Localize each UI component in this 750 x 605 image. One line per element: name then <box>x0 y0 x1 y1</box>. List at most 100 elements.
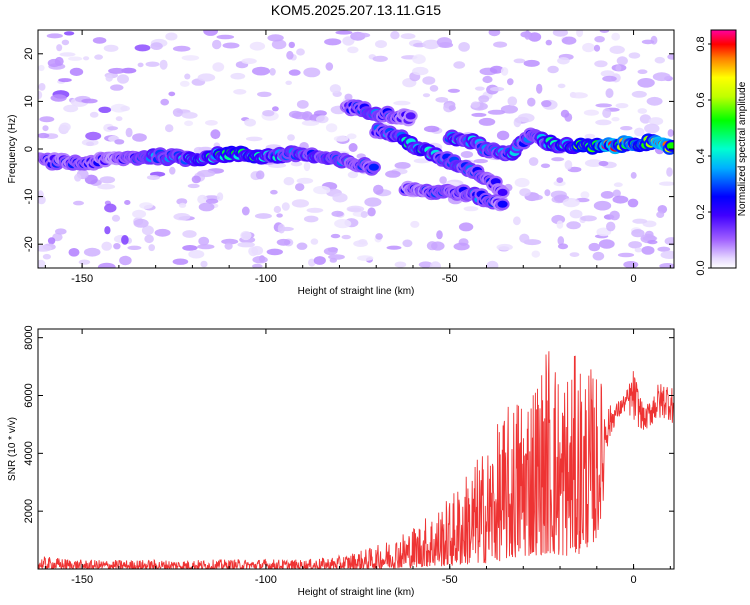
heatmap-noise-cell <box>436 230 443 240</box>
spectrogram-heatmap <box>38 30 674 268</box>
heatmap-noise-cell <box>134 44 151 52</box>
y-tick-label: 2000 <box>23 499 35 523</box>
heatmap-noise-cell <box>513 216 521 226</box>
heatmap-noise-cell <box>557 57 570 65</box>
heatmap-noise-cell <box>659 181 674 186</box>
heatmap-ridge-cell <box>368 163 379 171</box>
heatmap-noise-cell <box>334 219 352 229</box>
heatmap-noise-cell <box>333 135 349 142</box>
heatmap-noise-cell <box>390 31 400 40</box>
heatmap-noise-cell <box>602 108 612 119</box>
heatmap-noise-cell <box>474 86 485 91</box>
heatmap-noise-cell <box>316 115 329 124</box>
heatmap-noise-cell <box>584 133 596 139</box>
y-tick-label: 10 <box>23 95 35 107</box>
heatmap-noise-cell <box>61 39 70 46</box>
heatmap-noise-cell <box>564 160 573 170</box>
heatmap-noise-cell <box>364 197 382 207</box>
heatmap-noise-cell <box>254 213 272 219</box>
heatmap-noise-cell <box>473 159 488 164</box>
heatmap-noise-cell <box>262 110 275 117</box>
heatmap-noise-cell <box>386 245 402 250</box>
heatmap-noise-cell <box>306 207 324 213</box>
heatmap-noise-cell <box>632 218 648 224</box>
heatmap-noise-cell <box>611 32 621 41</box>
heatmap-noise-cell <box>375 40 387 49</box>
heatmap-noise-cell <box>592 251 605 261</box>
heatmap-noise-cell <box>439 176 447 184</box>
heatmap-noise-cell <box>413 158 431 164</box>
heatmap-noise-cell <box>124 200 131 205</box>
heatmap-noise-cell <box>347 46 359 54</box>
heatmap-noise-cell <box>165 32 178 41</box>
heatmap-noise-cell <box>50 94 67 102</box>
heatmap-noise-cell <box>547 65 559 74</box>
heatmap-noise-cell <box>418 261 433 268</box>
heatmap-noise-cell <box>637 69 648 74</box>
heatmap-noise-cell <box>148 244 155 252</box>
heatmap-noise-cell <box>308 258 316 267</box>
heatmap-noise-cell <box>660 250 674 259</box>
colorbar: 0.0 0.2 0.4 0.6 0.8 Normalized spectral ampl… <box>695 29 748 276</box>
colorbar-tick-label: 0.4 <box>695 148 707 163</box>
heatmap-noise-cell <box>241 206 250 216</box>
heatmap-noise-cell <box>613 182 623 187</box>
heatmap-noise-cell <box>615 103 629 109</box>
heatmap-noise-cell <box>198 236 210 246</box>
heatmap-noise-cell <box>110 84 124 91</box>
heatmap-noise-cell <box>490 86 505 92</box>
heatmap-noise-cell <box>55 228 67 235</box>
heatmap-noise-cell <box>582 42 595 53</box>
heatmap-noise-cell <box>647 240 658 245</box>
heatmap-noise-cell <box>165 124 174 133</box>
heatmap-noise-cell <box>103 44 119 52</box>
colorbar-tick-label: 0.6 <box>695 92 707 107</box>
heatmap-noise-cell <box>583 109 600 116</box>
heatmap-noise-cell <box>252 66 270 76</box>
heatmap-noise-cell <box>197 169 216 178</box>
heatmap-noise-cell <box>562 198 580 208</box>
heatmap-noise-cell <box>281 202 290 211</box>
heatmap-noise-cell <box>216 34 235 40</box>
heatmap-noise-cell <box>460 151 474 158</box>
heatmap-noise-cell <box>120 105 130 112</box>
heatmap-noise-cell <box>667 54 674 60</box>
heatmap-noise-cell <box>453 61 466 69</box>
heatmap-noise-cell <box>257 91 272 98</box>
heatmap-noise-cell <box>181 55 200 61</box>
heatmap-noise-cell <box>137 62 144 68</box>
heatmap-noise-cell <box>325 62 334 71</box>
heatmap-noise-cell <box>435 97 449 103</box>
heatmap-noise-cell <box>285 80 293 86</box>
x-tick-label: -150 <box>71 574 93 586</box>
heatmap-noise-cell <box>507 96 518 106</box>
heatmap-noise-cell <box>500 67 509 76</box>
heatmap-noise-cell <box>348 143 358 152</box>
x-tick-label: -50 <box>442 574 458 586</box>
heatmap-noise-cell <box>252 263 263 268</box>
spectrogram-y-axis-label: Frequency (Hz) <box>7 115 18 184</box>
spectrogram-y-ticks: -20 -10 0 10 20 <box>23 48 674 252</box>
heatmap-noise-cell <box>335 30 353 35</box>
heatmap-noise-cell <box>641 39 655 45</box>
heatmap-noise-cell <box>360 211 368 218</box>
heatmap-ridge-cell <box>497 200 508 208</box>
heatmap-noise-cell <box>594 60 608 68</box>
heatmap-noise-cell <box>422 39 441 50</box>
heatmap-noise-cell <box>68 56 83 61</box>
heatmap-noise-cell <box>84 174 98 185</box>
heatmap-noise-cell <box>634 247 643 253</box>
heatmap-noise-cell <box>251 245 264 256</box>
heatmap-noise-cell <box>73 200 84 206</box>
heatmap-noise-cell <box>513 117 522 128</box>
heatmap-noise-cell <box>47 58 61 68</box>
heatmap-noise-cell <box>615 64 622 72</box>
heatmap-noise-cell <box>291 111 309 120</box>
snr-panel: -150 -100 -50 0 2000 4000 6000 8000 Height of … <box>7 325 675 598</box>
heatmap-noise-cell <box>637 78 655 88</box>
heatmap-noise-cell <box>344 93 353 101</box>
heatmap-noise-cell <box>358 239 368 245</box>
heatmap-noise-cell <box>68 248 80 257</box>
heatmap-noise-cell <box>105 74 113 82</box>
heatmap-noise-cell <box>598 160 609 167</box>
